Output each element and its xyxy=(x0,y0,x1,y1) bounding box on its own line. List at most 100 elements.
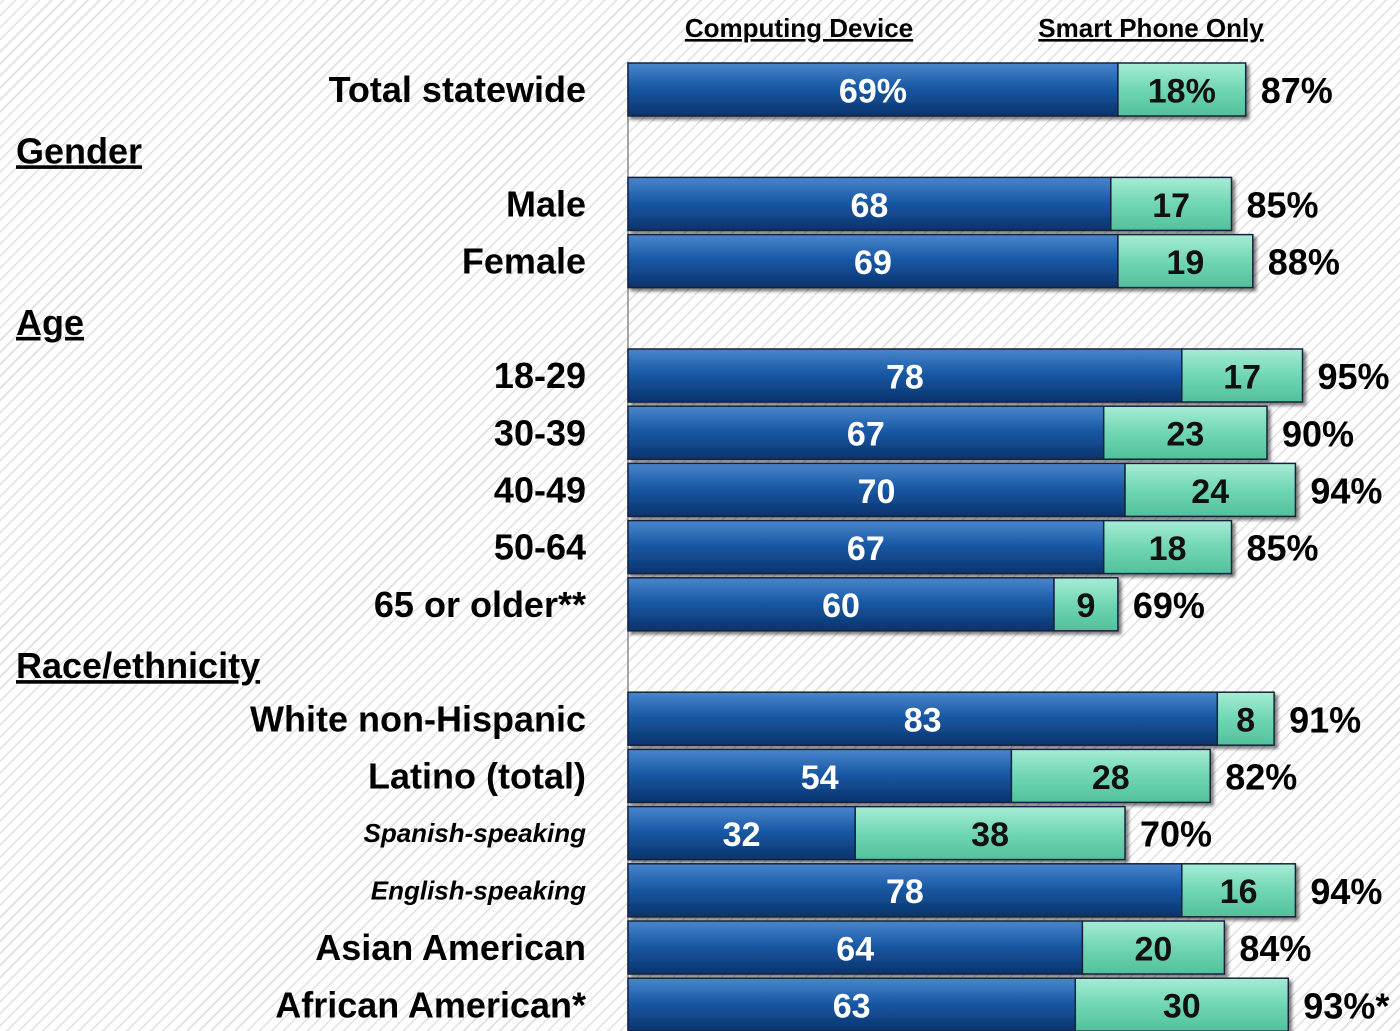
total-label-18-29: 95% xyxy=(1318,356,1390,397)
legend-smart-phone-only: Smart Phone Only xyxy=(1038,13,1264,43)
total-label-50-64: 85% xyxy=(1247,528,1319,569)
row-label-65-or-older: 65 or older** xyxy=(374,584,586,625)
value-label-computing-device-65-or-older: 60 xyxy=(822,587,860,625)
total-label-65-or-older: 69% xyxy=(1133,585,1205,626)
bar-stack-english-speaking xyxy=(627,863,1297,918)
value-label-computing-device-40-49: 70 xyxy=(858,473,896,511)
value-label-computing-device-male: 68 xyxy=(850,187,888,225)
bar-smart-phone-only-spanish-speaking xyxy=(854,805,1126,861)
bar-smart-phone-only-female xyxy=(1117,233,1254,289)
bar-stack-latino-total xyxy=(627,748,1211,804)
bar-stack-18-29 xyxy=(627,348,1304,403)
bar-computing-device-50-64 xyxy=(627,519,1105,575)
bar-computing-device-spanish-speaking xyxy=(627,805,856,861)
bar-computing-device-40-49 xyxy=(627,462,1126,518)
total-label-white-non-hispanic: 91% xyxy=(1289,699,1361,740)
bar-smart-phone-only-50-64 xyxy=(1102,519,1233,575)
row-label-50-64: 50-64 xyxy=(494,527,586,568)
value-label-computing-device-female: 69 xyxy=(854,244,892,282)
row-label-english-speaking: English-speaking xyxy=(371,875,586,905)
value-label-smart-phone-only-english-speaking: 16 xyxy=(1220,873,1258,911)
value-label-smart-phone-only-50-64: 18 xyxy=(1149,530,1187,568)
row-label-female: Female xyxy=(462,241,586,282)
group-heading-age: Age xyxy=(16,302,84,343)
total-label-spanish-speaking: 70% xyxy=(1140,814,1212,855)
row-label-total-statewide: Total statewide xyxy=(329,69,586,110)
bar-stack-african-american xyxy=(627,977,1290,1031)
bar-stack-asian-american xyxy=(627,920,1226,975)
bar-computing-device-latino-total xyxy=(627,748,1013,804)
row-label-30-39: 30-39 xyxy=(494,412,586,453)
row-label-white-non-hispanic: White non-Hispanic xyxy=(250,698,586,739)
value-label-computing-device-english-speaking: 78 xyxy=(886,873,924,911)
total-label-english-speaking: 94% xyxy=(1310,871,1382,912)
bar-smart-phone-only-18-29 xyxy=(1181,348,1304,403)
total-label-40-49: 94% xyxy=(1310,471,1382,512)
bar-smart-phone-only-latino-total xyxy=(1010,748,1211,804)
row-label-spanish-speaking: Spanish-speaking xyxy=(364,818,587,848)
value-label-smart-phone-only-latino-total: 28 xyxy=(1092,759,1130,797)
bar-computing-device-male xyxy=(627,176,1112,232)
legend-computing-device: Computing Device xyxy=(685,13,913,43)
bar-computing-device-white-non-hispanic xyxy=(627,691,1219,746)
total-label-asian-american: 84% xyxy=(1239,928,1311,969)
value-label-computing-device-asian-american: 64 xyxy=(836,930,874,968)
value-label-smart-phone-only-total-statewide: 18% xyxy=(1148,72,1216,110)
group-heading-race-ethnicity: Race/ethnicity xyxy=(16,645,260,686)
bar-smart-phone-only-male xyxy=(1110,176,1233,232)
value-label-computing-device-african-american: 63 xyxy=(833,988,871,1026)
bar-smart-phone-only-english-speaking xyxy=(1181,863,1297,918)
bar-smart-phone-only-40-49 xyxy=(1124,462,1297,518)
value-label-computing-device-30-39: 67 xyxy=(847,416,885,454)
bar-computing-device-english-speaking xyxy=(627,863,1183,918)
total-label-female: 88% xyxy=(1268,242,1340,283)
bar-computing-device-30-39 xyxy=(627,405,1105,460)
row-label-male: Male xyxy=(506,184,586,225)
row-label-18-29: 18-29 xyxy=(494,355,586,396)
bar-stack-65-or-older xyxy=(627,577,1119,632)
value-label-computing-device-latino-total: 54 xyxy=(801,759,839,797)
bar-computing-device-african-american xyxy=(627,977,1077,1031)
bar-smart-phone-only-30-39 xyxy=(1102,405,1268,460)
bar-stack-spanish-speaking xyxy=(627,805,1126,861)
total-label-african-american: 93%* xyxy=(1303,985,1389,1026)
row-label-asian-american: Asian American xyxy=(315,927,586,968)
row-label-latino-total: Latino (total) xyxy=(368,756,586,797)
value-label-smart-phone-only-female: 19 xyxy=(1166,244,1204,282)
value-label-computing-device-white-non-hispanic: 83 xyxy=(904,702,942,740)
bar-stack-50-64 xyxy=(627,519,1233,575)
total-label-male: 85% xyxy=(1247,185,1319,226)
value-label-computing-device-total-statewide: 69% xyxy=(839,72,907,110)
value-label-smart-phone-only-african-american: 30 xyxy=(1163,988,1201,1026)
total-label-30-39: 90% xyxy=(1282,413,1354,454)
value-label-computing-device-50-64: 67 xyxy=(847,530,885,568)
bar-stack-total-statewide xyxy=(627,62,1247,117)
total-label-latino-total: 82% xyxy=(1225,757,1297,798)
bar-stack-30-39 xyxy=(627,405,1268,460)
value-label-smart-phone-only-18-29: 17 xyxy=(1223,358,1261,396)
bar-computing-device-65-or-older xyxy=(627,577,1055,632)
value-label-computing-device-spanish-speaking: 32 xyxy=(723,816,761,854)
value-label-smart-phone-only-65-or-older: 9 xyxy=(1076,587,1095,625)
total-label-total-statewide: 87% xyxy=(1261,70,1333,111)
value-label-smart-phone-only-white-non-hispanic: 8 xyxy=(1236,702,1255,740)
bar-stack-male xyxy=(627,176,1233,232)
group-heading-gender: Gender xyxy=(16,130,142,171)
value-label-smart-phone-only-40-49: 24 xyxy=(1191,473,1229,511)
value-label-computing-device-18-29: 78 xyxy=(886,358,924,396)
bar-smart-phone-only-asian-american xyxy=(1081,920,1226,975)
value-label-smart-phone-only-30-39: 23 xyxy=(1166,416,1204,454)
bar-smart-phone-only-total-statewide xyxy=(1117,62,1247,117)
value-label-smart-phone-only-male: 17 xyxy=(1152,187,1190,225)
value-label-smart-phone-only-asian-american: 20 xyxy=(1134,930,1172,968)
row-label-40-49: 40-49 xyxy=(494,470,586,511)
bar-stack-40-49 xyxy=(627,462,1297,518)
row-label-african-american: African American* xyxy=(275,984,586,1025)
bar-stack-female xyxy=(627,233,1254,289)
bar-smart-phone-only-african-american xyxy=(1074,977,1290,1031)
bar-smart-phone-only-65-or-older xyxy=(1053,577,1119,632)
bar-stack-white-non-hispanic xyxy=(627,691,1275,746)
bar-computing-device-asian-american xyxy=(627,920,1084,975)
